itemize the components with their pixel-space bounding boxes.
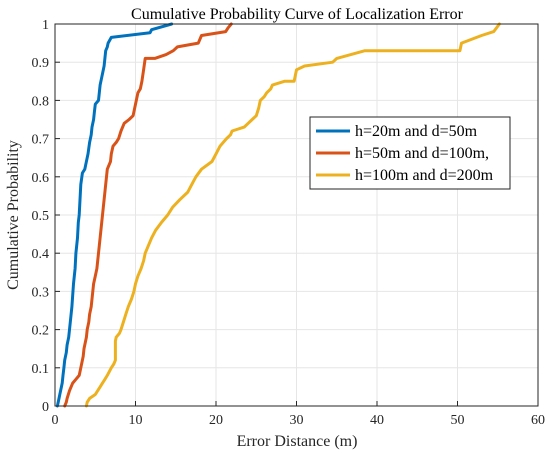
x-tick-label: 10: [129, 413, 143, 428]
y-tick-label: 0.4: [32, 247, 50, 262]
series-line-3: [84, 22, 501, 408]
chart-title: Cumulative Probability Curve of Localiza…: [131, 6, 464, 23]
legend: h=20m and d=50m h=50m and d=100m, h=100m a…: [309, 116, 511, 190]
series-layer: [55, 22, 501, 408]
x-tick-label: 0: [52, 413, 59, 428]
x-tick-label: 60: [531, 413, 545, 428]
y-tick-label: 0.1: [32, 362, 50, 377]
legend-label-2: h=50m and d=100m,: [355, 145, 489, 162]
x-tick-label: 50: [451, 413, 465, 428]
legend-label-3: h=100m and d=200m: [355, 167, 494, 184]
y-tick-label: 0.3: [32, 285, 50, 300]
y-axis-label: Cumulative Probability: [5, 140, 22, 290]
y-tick-label: 0.5: [32, 209, 50, 224]
series-line-1: [55, 22, 174, 408]
series-line-2: [63, 22, 233, 408]
y-tick-label: 0.9: [32, 56, 50, 71]
legend-label-1: h=20m and d=50m: [355, 123, 478, 140]
y-tick-label: 0.8: [32, 94, 50, 109]
x-tick-label: 30: [290, 413, 304, 428]
y-tick-label: 0.2: [32, 324, 50, 339]
x-tick-label: 40: [370, 413, 384, 428]
y-tick-label: 0.7: [32, 133, 50, 148]
ticks: 0 10 20 30 40 50 60 0 0.1 0.2 0.3 0.4 0.5 0.6 0.7 0.8 0.…: [32, 18, 546, 428]
x-axis-label: Error Distance (m): [237, 433, 358, 450]
y-tick-label: 1: [42, 18, 49, 33]
x-tick-label: 20: [209, 413, 223, 428]
y-tick-label: 0: [42, 400, 49, 415]
y-tick-label: 0.6: [32, 171, 50, 186]
